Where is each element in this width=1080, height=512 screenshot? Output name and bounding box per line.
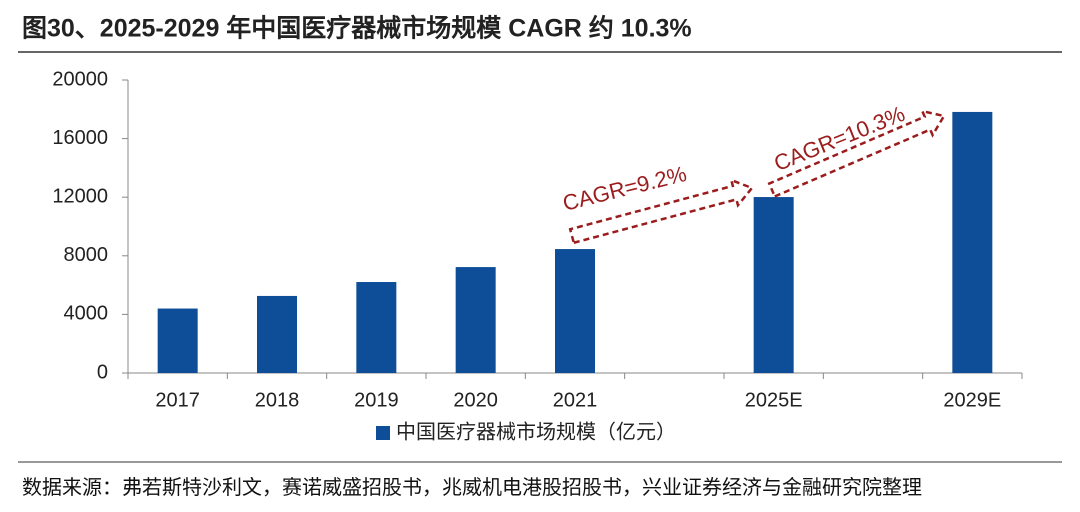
y-tick-label: 4000 (64, 303, 109, 325)
legend-label: 中国医疗器械市场规模（亿元） (396, 420, 676, 443)
bar (356, 282, 397, 373)
legend-swatch (376, 426, 390, 440)
y-tick-label: 20000 (52, 68, 108, 90)
y-tick-label: 0 (97, 361, 108, 383)
chart-title: 图30、2025-2029 年中国医疗器械市场规模 CAGR 约 10.3% (22, 14, 692, 43)
bar (952, 111, 993, 373)
y-tick-label: 12000 (52, 185, 108, 207)
cagr-arrow (767, 109, 946, 199)
x-tick-label: 2017 (155, 389, 200, 411)
x-tick-label: 2020 (453, 389, 498, 411)
y-tick-label: 8000 (64, 244, 109, 266)
bar (753, 197, 794, 373)
cagr-label: CAGR=9.2% (560, 161, 689, 216)
x-tick-label: 2021 (553, 389, 598, 411)
source-note: 数据来源：弗若斯特沙利文，赛诺威盛招股书，兆威机电港股招股书，兴业证券经济与金融… (22, 477, 922, 499)
x-tick-label: 2029E (943, 389, 1001, 411)
bar (257, 295, 297, 373)
x-tick-label: 2025E (745, 389, 803, 411)
bar (555, 249, 595, 373)
cagr-arrow (568, 178, 755, 245)
y-tick-label: 16000 (52, 127, 108, 149)
bar (157, 308, 198, 373)
x-tick-label: 2019 (354, 389, 399, 411)
cagr-label: CAGR=10.3% (770, 101, 908, 176)
bar (455, 267, 496, 373)
x-tick-label: 2018 (255, 389, 300, 411)
